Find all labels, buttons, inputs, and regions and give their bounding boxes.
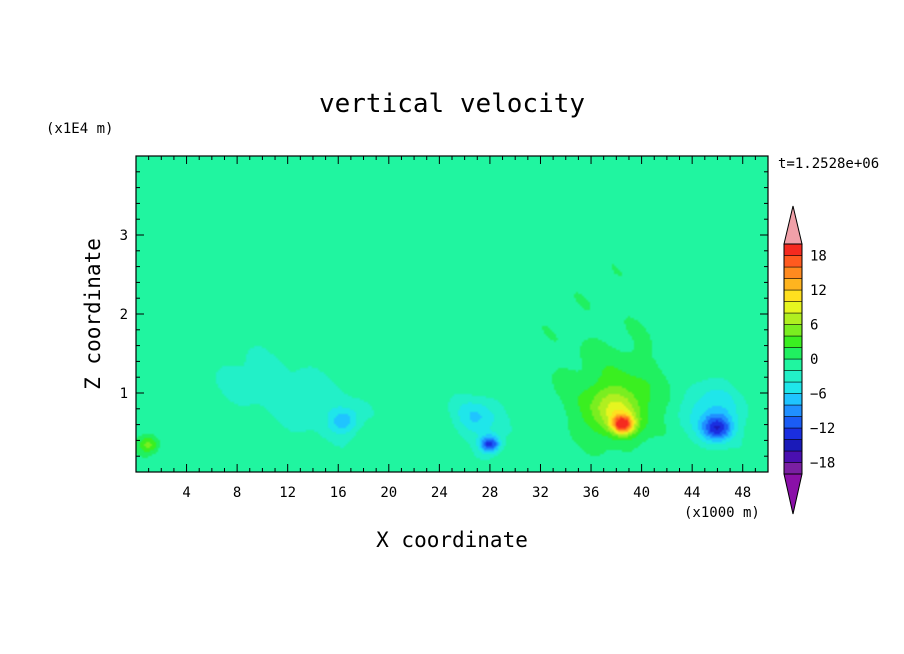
x-unit-label: (x1000 m) xyxy=(684,505,760,521)
x-tick-label: 48 xyxy=(734,485,751,501)
x-tick-label: 24 xyxy=(431,485,448,501)
colorbar-cell xyxy=(783,393,803,406)
time-label: t=1.2528e+06 xyxy=(778,156,879,172)
y-tick-group: 1 2 3 xyxy=(120,171,768,457)
colorbar-tick-label: −6 xyxy=(810,387,827,403)
x-tick-label: 12 xyxy=(279,485,296,501)
colorbar-cell xyxy=(783,358,803,371)
colorbar: 18 12 6 0 −6 −12 −18 xyxy=(783,205,835,515)
y-tick-label: 2 xyxy=(120,307,128,323)
x-tick-label: 32 xyxy=(532,485,549,501)
colorbar-cell xyxy=(783,278,803,291)
colorbar-tick-label: −12 xyxy=(810,421,835,437)
colorbar-frame xyxy=(783,243,803,475)
x-tick-label: 28 xyxy=(481,485,498,501)
colorbar-cell xyxy=(783,439,803,452)
colorbar-tick-label: 0 xyxy=(810,352,818,368)
y-unit-label: (x1E4 m) xyxy=(46,121,113,137)
colorbar-tick-label: 6 xyxy=(810,318,818,334)
colorbar-cell xyxy=(783,255,803,268)
x-tick-label: 4 xyxy=(182,485,190,501)
colorbar-tick-group: 18 12 6 0 −6 −12 −18 xyxy=(810,249,835,472)
x-tick-label: 44 xyxy=(684,485,701,501)
y-tick-label: 1 xyxy=(120,386,128,402)
colorbar-cell xyxy=(783,324,803,337)
colorbar-cell xyxy=(783,335,803,348)
colorbar-cell xyxy=(783,243,803,256)
y-tick-label: 3 xyxy=(120,228,128,244)
chart-title: vertical velocity xyxy=(319,89,585,119)
x-tick-label: 20 xyxy=(380,485,397,501)
colorbar-cells xyxy=(783,243,803,475)
colorbar-cell xyxy=(783,381,803,394)
colorbar-tick-label: −18 xyxy=(810,456,835,472)
colorbar-tick-label: 12 xyxy=(810,283,827,299)
colorbar-cell xyxy=(783,416,803,429)
colorbar-cell xyxy=(783,450,803,463)
x-axis-label: X coordinate xyxy=(376,528,528,552)
colorbar-cell xyxy=(783,347,803,360)
colorbar-over-arrow xyxy=(783,205,803,245)
colorbar-cell xyxy=(783,462,803,475)
y-axis-label: Z coordinate xyxy=(81,238,105,390)
x-tick-label: 36 xyxy=(583,485,600,501)
x-tick-label: 8 xyxy=(233,485,241,501)
colorbar-cell xyxy=(783,289,803,302)
plot-area: 4 8 12 16 20 24 28 32 36 40 44 48 123 xyxy=(120,155,769,501)
x-tick-label: 40 xyxy=(633,485,650,501)
colorbar-cell xyxy=(783,404,803,417)
x-tick-group: 4 8 12 16 20 24 28 32 36 40 44 48 xyxy=(148,156,756,501)
colorbar-cell xyxy=(783,370,803,383)
colorbar-cell xyxy=(783,312,803,325)
colorbar-tick-label: 18 xyxy=(810,249,827,265)
colorbar-cell xyxy=(783,427,803,440)
colorbar-cell xyxy=(783,301,803,314)
x-tick-label: 16 xyxy=(330,485,347,501)
colorbar-under-arrow xyxy=(783,473,803,515)
colorbar-cell xyxy=(783,266,803,279)
velocity-field xyxy=(136,156,768,472)
